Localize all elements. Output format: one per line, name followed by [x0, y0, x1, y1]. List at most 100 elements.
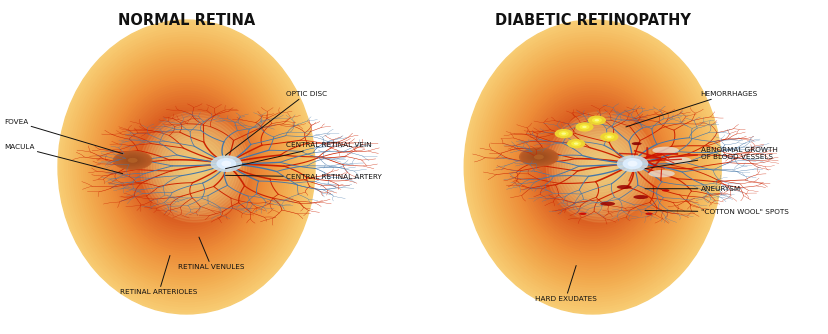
Ellipse shape	[124, 96, 248, 238]
Ellipse shape	[575, 142, 625, 192]
Text: ABNORMAL GROWTH
OF BLOOD VESSELS: ABNORMAL GROWTH OF BLOOD VESSELS	[644, 147, 777, 169]
Ellipse shape	[77, 42, 296, 292]
Ellipse shape	[477, 35, 707, 299]
Ellipse shape	[584, 157, 600, 177]
Ellipse shape	[530, 153, 546, 161]
Ellipse shape	[468, 25, 716, 309]
Ellipse shape	[566, 138, 618, 196]
Ellipse shape	[622, 158, 642, 169]
Ellipse shape	[154, 130, 219, 204]
Ellipse shape	[124, 156, 141, 164]
Ellipse shape	[585, 160, 599, 174]
Ellipse shape	[533, 154, 543, 159]
Ellipse shape	[511, 74, 673, 260]
Ellipse shape	[73, 37, 300, 297]
Ellipse shape	[150, 125, 223, 209]
Text: OPTIC DISC: OPTIC DISC	[225, 91, 327, 155]
Ellipse shape	[567, 134, 633, 200]
Ellipse shape	[652, 147, 678, 154]
Ellipse shape	[86, 52, 286, 282]
Ellipse shape	[590, 165, 595, 169]
Ellipse shape	[554, 129, 572, 138]
Ellipse shape	[114, 151, 151, 169]
Ellipse shape	[129, 159, 136, 162]
Ellipse shape	[598, 164, 603, 170]
Ellipse shape	[560, 130, 624, 204]
Ellipse shape	[75, 40, 297, 294]
Ellipse shape	[545, 113, 639, 221]
Text: NORMAL RETINA: NORMAL RETINA	[118, 13, 255, 27]
Ellipse shape	[113, 84, 259, 250]
Ellipse shape	[570, 143, 614, 191]
Ellipse shape	[645, 213, 652, 215]
Ellipse shape	[579, 152, 604, 182]
Ellipse shape	[573, 139, 628, 194]
Ellipse shape	[570, 137, 630, 197]
Ellipse shape	[573, 142, 578, 145]
Ellipse shape	[508, 71, 676, 263]
Ellipse shape	[566, 139, 585, 148]
Ellipse shape	[538, 106, 646, 228]
Ellipse shape	[549, 118, 635, 216]
Ellipse shape	[181, 153, 208, 181]
Ellipse shape	[562, 133, 622, 201]
Ellipse shape	[590, 156, 611, 178]
Ellipse shape	[132, 106, 240, 228]
Ellipse shape	[112, 81, 261, 253]
Ellipse shape	[507, 69, 677, 265]
Ellipse shape	[528, 94, 656, 240]
Ellipse shape	[565, 131, 636, 203]
Text: RETINAL ARTERIOLES: RETINAL ARTERIOLES	[120, 256, 197, 295]
Ellipse shape	[584, 150, 617, 184]
Ellipse shape	[483, 42, 701, 292]
Ellipse shape	[498, 59, 686, 275]
Ellipse shape	[519, 84, 665, 250]
Ellipse shape	[118, 153, 147, 168]
Ellipse shape	[513, 76, 672, 258]
Ellipse shape	[147, 123, 225, 211]
Ellipse shape	[551, 121, 633, 213]
Ellipse shape	[107, 76, 266, 258]
Ellipse shape	[94, 62, 278, 272]
Ellipse shape	[123, 156, 142, 165]
Ellipse shape	[496, 57, 688, 277]
Text: ANEURYSM: ANEURYSM	[644, 186, 739, 192]
Ellipse shape	[161, 134, 228, 200]
Ellipse shape	[120, 91, 253, 243]
Ellipse shape	[154, 126, 235, 208]
Ellipse shape	[466, 22, 718, 312]
Ellipse shape	[140, 112, 249, 222]
Ellipse shape	[587, 116, 605, 125]
Ellipse shape	[481, 40, 703, 294]
Ellipse shape	[69, 32, 304, 302]
Ellipse shape	[464, 20, 720, 314]
Ellipse shape	[522, 149, 555, 165]
Ellipse shape	[470, 27, 714, 307]
Ellipse shape	[518, 147, 558, 167]
Ellipse shape	[578, 213, 586, 215]
Ellipse shape	[604, 134, 614, 140]
Ellipse shape	[526, 91, 658, 243]
Ellipse shape	[123, 94, 250, 240]
Ellipse shape	[184, 165, 189, 169]
Ellipse shape	[581, 155, 603, 179]
Ellipse shape	[189, 161, 200, 172]
Ellipse shape	[152, 128, 220, 206]
Ellipse shape	[647, 170, 674, 177]
Ellipse shape	[616, 185, 631, 189]
Ellipse shape	[90, 57, 282, 277]
Ellipse shape	[182, 162, 190, 172]
Ellipse shape	[532, 154, 545, 160]
Ellipse shape	[547, 116, 637, 218]
Ellipse shape	[520, 148, 556, 166]
Ellipse shape	[591, 118, 601, 123]
Ellipse shape	[58, 20, 315, 314]
Ellipse shape	[558, 131, 568, 136]
Ellipse shape	[553, 123, 631, 211]
Ellipse shape	[143, 118, 229, 216]
Ellipse shape	[180, 160, 193, 174]
Ellipse shape	[472, 30, 712, 304]
Ellipse shape	[165, 143, 208, 191]
Ellipse shape	[533, 155, 543, 159]
Ellipse shape	[560, 126, 641, 208]
